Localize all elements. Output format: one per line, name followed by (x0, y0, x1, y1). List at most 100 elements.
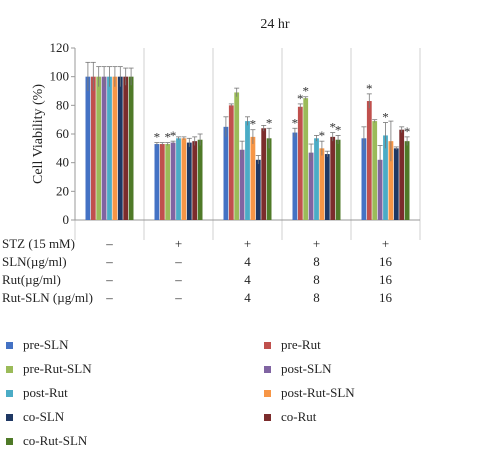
condition-value: + (174, 236, 183, 251)
significance-stars: ************ * * (154, 81, 411, 145)
bar-post-Rut (245, 121, 250, 220)
significance-star: * (302, 84, 309, 99)
bar-co-Rut-SLN (128, 76, 134, 221)
condition-value: 16 (379, 254, 392, 269)
condition-value: – (106, 290, 113, 305)
bar-pre-Rut (90, 76, 96, 221)
legend-item: pre-SLN (6, 336, 69, 354)
significance-star: * (404, 124, 411, 139)
bar-pre-Rut (159, 144, 165, 220)
legend-label: co-Rut-SLN (23, 433, 88, 448)
legend-item: co-Rut-SLN (6, 432, 87, 450)
bar-co-SLN (324, 154, 330, 220)
bar-pre-Rut (297, 106, 303, 220)
y-tick-label: 0 (63, 212, 70, 227)
bar-post-Rut (176, 138, 181, 220)
y-tick-label: 80 (56, 97, 69, 112)
significance-star: * (154, 130, 161, 145)
bar-co-SLN (255, 159, 261, 220)
bar-post-SLN (101, 76, 107, 221)
bar-co-SLN (117, 76, 123, 221)
condition-label: Rut-SLN (µg/ml) (2, 290, 93, 305)
bar-pre-SLN (154, 144, 160, 220)
condition-value: 16 (379, 290, 392, 305)
legend-label: pre-SLN (23, 337, 69, 352)
chart-title: 24 hr (260, 17, 290, 32)
significance-star: * (164, 130, 171, 145)
bar-pre-Rut (366, 101, 372, 220)
bar-pre-Rut-SLN (303, 98, 309, 220)
significance-star: * (292, 115, 299, 130)
legend-label: co-SLN (23, 409, 65, 424)
legend-label: post-Rut (23, 385, 68, 400)
bar-co-Rut (123, 76, 129, 221)
condition-value: 4 (244, 272, 251, 287)
condition-value: 4 (244, 290, 251, 305)
condition-value: – (175, 290, 182, 305)
significance-star: * (366, 81, 373, 96)
bar-post-SLN (170, 142, 176, 220)
significance-star: * (382, 110, 389, 125)
legend-item: co-SLN (6, 408, 64, 426)
y-tick-label: 20 (56, 183, 69, 198)
condition-value: 16 (379, 272, 392, 287)
legend-label: pre-Rut (281, 337, 321, 352)
bar-co-SLN (393, 148, 399, 220)
condition-value: 4 (244, 254, 251, 269)
condition-row: STZ (15 mM) – + + + + (0, 236, 500, 254)
significance-star: * (319, 128, 326, 143)
condition-row: SLN(µg/ml) – – 4 8 16 (0, 254, 500, 272)
bar-co-Rut (330, 136, 336, 220)
bar-co-Rut-SLN (335, 139, 341, 220)
bar-post-SLN (239, 149, 245, 220)
bar-co-Rut-SLN (197, 139, 203, 220)
legend-item: post-SLN (264, 360, 332, 378)
condition-value: – (106, 254, 113, 269)
legend-swatch (6, 341, 13, 349)
condition-label: SLN(µg/ml) (2, 254, 67, 269)
legend-item: post-Rut-SLN (264, 384, 355, 402)
condition-label: STZ (15 mM) (2, 236, 75, 251)
legend-swatch (6, 437, 13, 445)
bar-pre-SLN (223, 126, 229, 220)
bar-pre-SLN (361, 138, 367, 220)
legend-swatch (264, 413, 271, 421)
bar-post-SLN (377, 159, 383, 220)
significance-star: * (329, 120, 336, 135)
significance-star: * (266, 115, 273, 130)
y-tick-label: 100 (50, 69, 70, 84)
bar-co-Rut (192, 141, 198, 220)
legend-label: post-Rut-SLN (281, 385, 355, 400)
condition-value: – (106, 272, 113, 287)
significance-star: * (170, 128, 177, 143)
condition-value: 8 (313, 272, 320, 287)
legend-swatch (6, 389, 13, 397)
bar-chart: 24 hr Cell Viability (%) 0 20 40 60 80 100 120… (31, 17, 421, 240)
bar-post-Rut-SLN (319, 148, 325, 220)
legend-swatch (264, 389, 271, 397)
y-tick-label: 120 (50, 40, 70, 55)
bar-post-Rut (314, 138, 319, 220)
bar-post-Rut-SLN (250, 136, 256, 220)
legend-label: pre-Rut-SLN (23, 361, 92, 376)
significance-star: * (250, 117, 257, 132)
y-axis-label: Cell Viability (%) (31, 84, 46, 184)
bar-pre-Rut-SLN (165, 144, 171, 220)
legend-item: post-Rut (6, 384, 68, 402)
significance-star: * (297, 91, 304, 106)
legend-label: co-Rut (281, 409, 317, 424)
significance-star: * (335, 122, 342, 137)
y-tick-label: 60 (56, 126, 69, 141)
bar-pre-Rut-SLN (96, 76, 102, 221)
legend-item: co-Rut (264, 408, 316, 426)
legend-swatch (6, 365, 13, 373)
bar-post-Rut (383, 135, 388, 220)
bar-pre-SLN (292, 132, 298, 220)
bar-pre-SLN (85, 76, 91, 221)
condition-value: + (381, 236, 390, 251)
condition-value: + (243, 236, 252, 251)
condition-value: – (175, 254, 182, 269)
bar-post-Rut-SLN (181, 138, 187, 220)
condition-row: Rut-SLN (µg/ml) – –4 8 16 (0, 290, 500, 308)
bar-post-Rut (107, 76, 112, 221)
